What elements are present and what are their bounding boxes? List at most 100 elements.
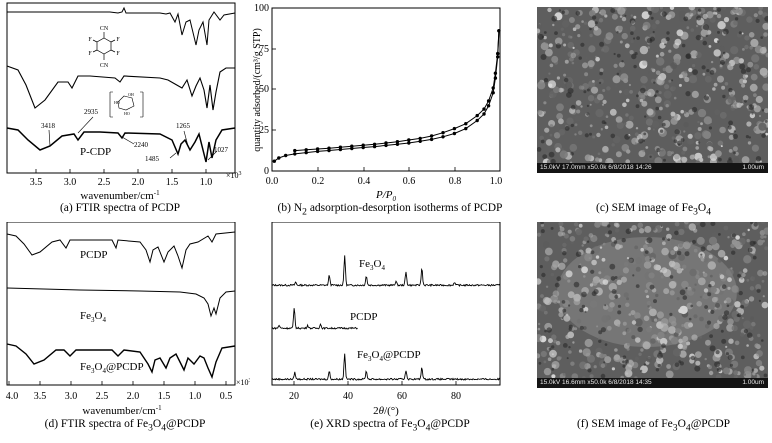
multiplier-label: ×103 <box>236 378 250 387</box>
x-axis-label: 2θ/(°) <box>373 405 399 417</box>
x-tick-label: 4.0 <box>6 391 19 402</box>
isotherm-point-adsorption <box>429 137 434 142</box>
isotherm-point-adsorption <box>315 149 320 154</box>
isotherm-point-desorption <box>464 122 468 126</box>
x-tick-label: 2.0 <box>127 391 140 402</box>
isotherm-point-desorption <box>418 136 422 141</box>
isotherm-point-desorption <box>407 138 411 142</box>
ftir-pcdp-plot: CN CN F F F F HO OH HO 3418 2935 2240 1265… <box>6 2 242 202</box>
xrd-plot: Fe3O4 PCDP Fe3O4@PCDP 20 40 60 80 2θ/(°) <box>271 221 501 417</box>
plot-frame <box>271 7 501 172</box>
ftir-composite-plot: PCDP Fe3O4 Fe3O4@PCDP 4.0 3.5 3.0 2.5 2.… <box>6 221 252 417</box>
isotherm-point-desorption <box>441 131 445 135</box>
isotherm-point-adsorption <box>486 104 491 108</box>
x-ticks <box>271 167 501 171</box>
peak-2240: 2240 <box>134 141 149 149</box>
label-fe3o4: Fe3O4 <box>80 310 106 324</box>
isotherm-point-desorption <box>486 99 491 103</box>
curve-label-pcdp: P-CDP <box>80 146 111 158</box>
isotherm-point-desorption <box>304 148 308 152</box>
molecule-atom-labels: CN CN F F F F <box>88 26 120 69</box>
y-tick-label: 0 <box>264 166 269 177</box>
x-tick-label: 0.6 <box>403 176 416 187</box>
x-ticks <box>35 169 207 173</box>
isotherm-point-adsorption <box>293 152 297 156</box>
svg-text:OH: OH <box>128 92 134 97</box>
isotherm-point-desorption <box>496 51 500 56</box>
x-tick-label: 2.0 <box>132 177 145 188</box>
plot-frame <box>6 2 236 174</box>
x-tick-label: 40 <box>343 391 353 402</box>
xrd-curve-PCDP <box>271 308 358 330</box>
peak-1265: 1265 <box>176 122 191 130</box>
isotherm-point-desorption <box>452 126 457 131</box>
x-tick-label: 3.5 <box>34 391 47 402</box>
x-tick-label: 3.5 <box>30 177 43 188</box>
peak-annotations: 3418 2935 2240 1265 1485 1027 <box>41 108 229 163</box>
y-tick-label: 100 <box>254 3 269 14</box>
x-tick-label: 0.4 <box>358 176 371 187</box>
y-ticks <box>272 7 276 172</box>
ftir-curve-fe3o4-pcdp <box>6 343 236 380</box>
isotherm-point-desorption <box>491 86 495 90</box>
x-tick-label: 2.5 <box>98 177 111 188</box>
y-tick-label: 75 <box>259 44 269 55</box>
isotherm-point-desorption <box>475 113 479 118</box>
isotherm-point-desorption <box>497 29 501 33</box>
sem-info-bar: 15.0kV 16.6mm x50.0k 6/8/2018 14:35 1.00u… <box>537 378 768 388</box>
x-ticks <box>293 381 457 385</box>
panel-b-isotherm: 0 25 50 75 100 0.0 0.2 0.4 0.6 0.8 1.0 q… <box>250 0 530 222</box>
x-tick-label: 1.5 <box>158 391 171 402</box>
peak-1027: 1027 <box>214 146 229 154</box>
plot-frame <box>271 221 501 386</box>
x-tick-label: 0.5 <box>220 391 233 402</box>
svg-text:HO: HO <box>124 111 130 116</box>
peak-1485: 1485 <box>145 155 160 163</box>
x-axis-label: P/P0 <box>375 189 397 203</box>
x-tick-label: 0.8 <box>449 176 462 187</box>
peak-3418: 3418 <box>41 122 56 130</box>
isotherm-point-desorption <box>395 140 400 144</box>
multiplier-label: ×103 <box>226 171 242 180</box>
isotherm-point-desorption <box>350 144 354 148</box>
caption-d: (d) FTIR spectra of Fe3O4@PCDP <box>44 418 206 434</box>
isotherm-point-adsorption <box>272 159 276 163</box>
isotherm-plot: 0 25 50 75 100 0.0 0.2 0.4 0.6 0.8 1.0 q… <box>252 3 502 203</box>
x-tick-label: 0.0 <box>266 176 279 187</box>
annotation-arrows <box>48 116 218 161</box>
isotherm-point-desorption <box>482 107 486 111</box>
isotherm-point-desorption <box>372 142 377 146</box>
x-tick-label: 20 <box>289 391 299 402</box>
sem-texture <box>537 7 768 167</box>
caption-f: (f) SEM image of Fe3O4@PCDP <box>576 418 731 434</box>
tetrafluoroterephthalonitrile-structure <box>92 32 116 60</box>
xrd-curve-Fe3O4 <box>271 255 501 288</box>
ftir-curve-fe3o4 <box>6 287 236 318</box>
isotherm-series <box>272 29 501 163</box>
isotherm-point-desorption <box>361 143 365 147</box>
label-fe3o4-pcdp: Fe3O4@PCDP <box>80 361 144 375</box>
isotherm-point-adsorption <box>441 135 445 139</box>
caption-e: (e) XRD spectra of Fe3O4@PCDP <box>310 418 470 434</box>
isotherm-point-adsorption <box>491 91 495 95</box>
sem-texture <box>537 222 768 380</box>
x-tick-label: 1.0 <box>189 391 202 402</box>
panel-a-ftir-pcdp: CN CN F F F F HO OH HO 3418 2935 2240 1265… <box>0 0 250 222</box>
x-axis-label: wavenumber/cm-1 <box>80 189 160 202</box>
x-tick-labels: 20 40 60 80 <box>289 391 461 402</box>
xrd-series <box>271 255 501 381</box>
x-tick-label: 80 <box>451 391 461 402</box>
isotherm-point-adsorption <box>277 156 281 160</box>
x-tick-label: 1.0 <box>200 177 213 188</box>
isotherm-point-adsorption <box>284 153 288 158</box>
svg-text:F: F <box>116 37 120 43</box>
x-tick-label: 60 <box>397 391 407 402</box>
cn-label-bottom: CN <box>100 63 109 69</box>
isotherm-point-adsorption <box>452 131 457 136</box>
y-axis-label: quantity adsorbed/(cm³/g STP) <box>252 28 263 152</box>
isotherm-point-desorption <box>338 145 343 149</box>
isotherm-point-adsorption <box>418 139 422 143</box>
svg-text:F: F <box>116 51 120 57</box>
x-tick-label: 3.0 <box>64 177 77 188</box>
panel-c-sem-fe3o4: 15.0kV 17.0mm x50.0k 6/8/2018 14:26 1.00u… <box>535 0 772 222</box>
